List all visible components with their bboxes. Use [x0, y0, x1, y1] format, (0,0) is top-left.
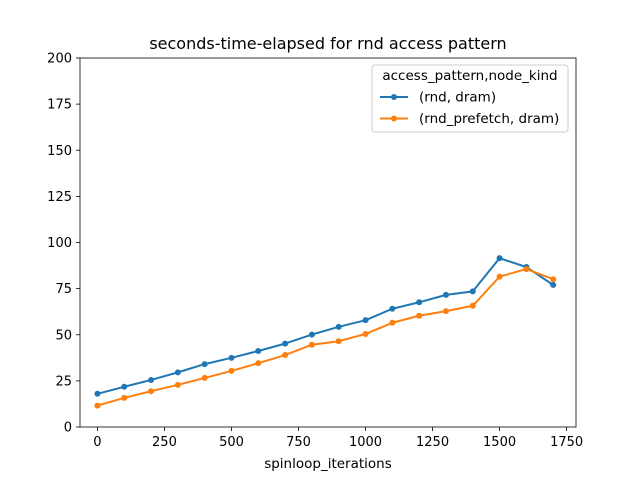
data-point [335, 323, 342, 330]
series-1 [94, 255, 557, 397]
legend-entry: (rnd_prefetch, dram) [380, 111, 559, 127]
y-axis-ticks: 0 25 50 75 100 125 150 175 200 [47, 52, 80, 436]
data-point [469, 302, 476, 309]
x-tick-label: 1000 [349, 435, 382, 450]
chart-title: seconds-time-elapsed for rnd access patt… [149, 34, 506, 53]
legend-label: (rnd_prefetch, dram) [419, 111, 559, 127]
x-tick-label: 250 [152, 435, 177, 450]
data-point [496, 255, 503, 262]
data-point [255, 347, 262, 354]
data-point [416, 312, 423, 319]
y-tick-label: 150 [47, 144, 72, 159]
legend-marker [391, 94, 397, 100]
data-point [496, 273, 503, 280]
data-point [94, 402, 101, 409]
legend-label: (rnd, dram) [419, 90, 496, 106]
data-point [94, 390, 101, 397]
series-line [96, 268, 555, 407]
legend: access_pattern,node_kind (rnd, dram)(rnd… [371, 64, 569, 133]
data-point [148, 376, 155, 383]
data-point [201, 361, 208, 368]
y-tick-label: 0 [64, 421, 72, 436]
data-point [121, 383, 128, 390]
y-tick-label: 200 [47, 52, 72, 67]
legend-marker [391, 115, 397, 122]
data-point [255, 360, 262, 367]
data-point [389, 305, 396, 312]
x-axis-label: spinloop_iterations [264, 456, 392, 472]
data-point [442, 291, 449, 298]
data-point [442, 308, 449, 315]
legend-box [371, 64, 569, 133]
data-point [228, 367, 235, 374]
data-point [416, 299, 423, 306]
y-tick-label: 25 [55, 374, 72, 389]
data-point [201, 374, 208, 381]
series-2 [94, 266, 557, 409]
y-tick-label: 75 [55, 282, 72, 297]
y-tick-label: 100 [47, 236, 72, 251]
data-point [228, 354, 235, 361]
x-tick-label: 1500 [483, 435, 516, 450]
y-tick-label: 125 [47, 190, 72, 205]
data-point [362, 331, 369, 338]
data-point [308, 331, 315, 338]
x-axis-ticks: 0 250 500 750 1000 1250 1500 1750 [93, 427, 583, 450]
y-tick-label: 50 [55, 328, 72, 343]
data-point [389, 319, 396, 326]
data-point [121, 394, 128, 401]
data-point [148, 388, 155, 395]
data-point [308, 341, 315, 348]
y-tick-label: 175 [47, 98, 72, 113]
x-tick-label: 750 [286, 435, 311, 450]
x-tick-label: 1750 [550, 435, 583, 450]
data-point [335, 338, 342, 345]
series-line [96, 257, 555, 396]
x-tick-label: 0 [93, 435, 101, 450]
x-tick-label: 1250 [416, 435, 449, 450]
data-point [174, 381, 181, 388]
data-point [523, 266, 530, 273]
legend-title: access_pattern,node_kind [382, 68, 557, 84]
data-point [174, 369, 181, 376]
data-point [362, 317, 369, 324]
data-point [282, 340, 289, 347]
data-point [282, 352, 289, 359]
data-point [550, 276, 557, 283]
data-point [550, 281, 557, 288]
legend-entries: (rnd, dram) (rnd_prefetch, dram) [380, 90, 559, 127]
x-tick-label: 500 [219, 435, 244, 450]
series-layer [94, 255, 557, 409]
legend-entry: (rnd, dram) [380, 90, 496, 106]
data-point [469, 288, 476, 295]
plot-frame [79, 57, 577, 428]
